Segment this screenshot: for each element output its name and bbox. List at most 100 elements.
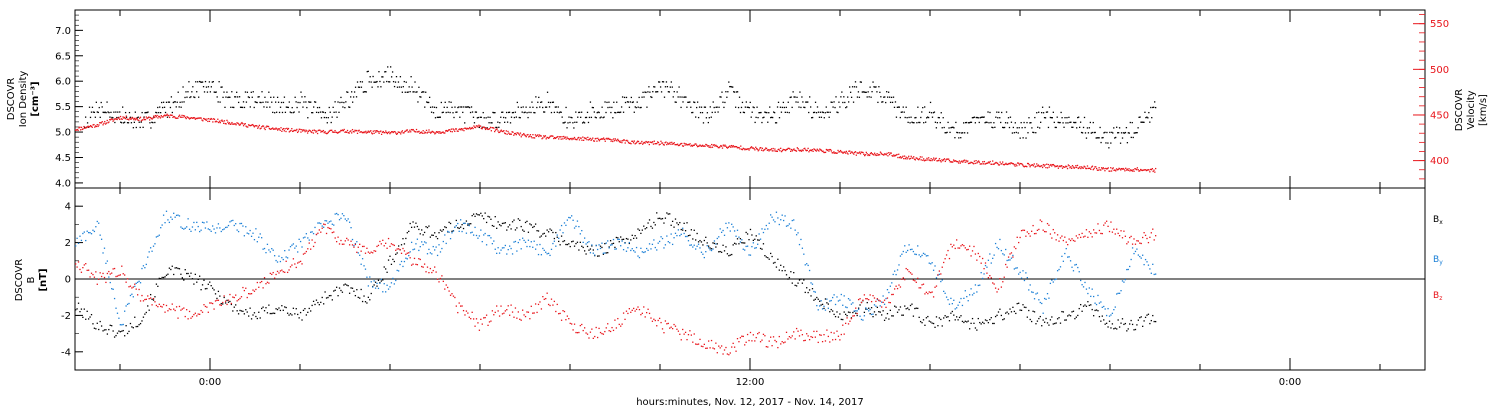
bx-point [199,275,201,277]
velocity-point [196,117,198,120]
velocity-point [526,134,528,136]
velocity-point [651,141,653,144]
bx-point [911,303,913,305]
density-point [876,91,878,93]
by-point [654,246,656,249]
bx-point [641,229,643,231]
density-point [1089,121,1092,124]
velocity-point [393,130,395,133]
by-point [393,283,395,285]
velocity-point [448,129,450,131]
bz-point [686,338,688,341]
velocity-point [443,132,445,134]
velocity-point [483,126,485,128]
velocity-point [1056,165,1059,167]
bx-point [709,247,711,249]
bx-point [308,307,310,310]
by-point [1068,256,1070,258]
velocity-point [697,145,700,147]
density-point [1146,116,1148,118]
bz-point [625,310,628,312]
density-point [139,126,141,129]
bx-point [658,217,661,219]
by-point [262,248,264,250]
velocity-point [968,162,971,164]
by-point [464,222,466,224]
density-point [644,91,646,93]
density-point [934,121,937,123]
by-point [726,227,729,229]
bz-point [674,325,677,327]
velocity-point [320,131,322,133]
velocity-point [596,140,598,142]
velocity-point [517,132,519,134]
density-point [650,96,652,98]
bx-point [474,215,476,218]
density-point [172,101,174,104]
by-point [115,307,117,309]
velocity-point [1132,169,1134,171]
density-point [584,116,587,119]
by-point [385,291,387,293]
by-point [881,301,883,303]
bz-point [99,272,101,274]
velocity-point [874,154,877,156]
velocity-point [491,126,493,129]
density-point [804,106,806,109]
by-point [800,238,802,241]
velocity-point [1070,166,1072,168]
density-point [126,122,129,124]
density-point [490,122,492,124]
by-point [994,242,997,245]
density-point [994,126,996,128]
velocity-point [988,162,991,164]
bx-point [1126,330,1128,332]
velocity-point [277,129,279,131]
bz-point [135,288,137,290]
velocity-point [1082,167,1084,169]
density-point [231,91,233,93]
by-point [892,273,894,276]
density-point [240,106,243,108]
bz-point [810,335,812,338]
velocity-point [1074,166,1076,169]
by-point [1105,314,1108,317]
bx-point [315,299,318,301]
velocity-point [642,143,644,145]
density-point [649,91,651,93]
by-point [511,253,514,255]
velocity-point [1073,167,1075,169]
density-point [1118,127,1121,129]
velocity-point [183,115,186,117]
velocity-point [1146,169,1148,171]
density-point [1040,111,1043,114]
by-point [1015,267,1017,269]
by-point [1155,273,1157,275]
density-point [154,121,156,124]
bx-point [1121,318,1124,320]
bz-point [948,257,951,260]
by-point [314,226,316,229]
density-point [854,81,857,83]
velocity-point [288,131,290,133]
bx-point [683,222,685,225]
velocity-point [245,125,247,127]
by-point [755,247,757,249]
velocity-point [1076,166,1078,169]
bx-point [693,229,695,231]
bz-point [207,311,209,313]
by-point [687,240,690,242]
density-point [791,106,793,109]
bx-point [1046,322,1049,324]
velocity-point [830,150,833,152]
density-point [643,96,645,98]
bx-point [565,243,567,246]
velocity-point [108,121,110,123]
velocity-point [872,153,874,156]
velocity-point [301,130,304,132]
bx-point [692,238,694,240]
density-point [869,86,871,88]
density-point [580,116,582,119]
bz-point [640,313,642,316]
by-point [943,290,945,293]
